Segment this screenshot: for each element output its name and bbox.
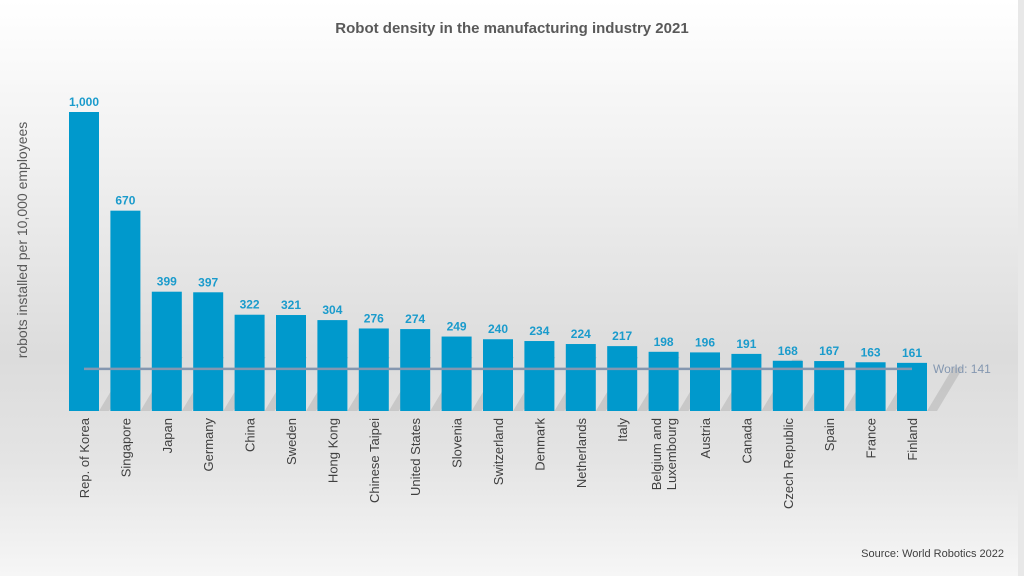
data-label: 167 xyxy=(819,344,839,358)
bar-italy xyxy=(607,346,638,411)
x-tick-label: Denmark xyxy=(532,418,547,471)
data-label: 198 xyxy=(654,335,674,349)
data-label: 322 xyxy=(240,298,260,312)
bar-slovenia xyxy=(441,336,472,411)
bar-shadow xyxy=(927,367,963,411)
x-tick-label: Finland xyxy=(905,418,920,461)
x-tick-label: United States xyxy=(408,418,423,497)
bar-sweden xyxy=(276,315,306,411)
x-tick-label: Canada xyxy=(739,417,754,463)
x-tick-label: Belgium andLuxembourg xyxy=(649,418,679,490)
data-label: 274 xyxy=(405,312,425,326)
x-tick-label: Austria xyxy=(698,417,713,458)
x-tick-label: Germany xyxy=(201,418,216,472)
x-tick-label: Singapore xyxy=(118,418,133,477)
x-tick-label: Italy xyxy=(615,418,630,442)
bar-france xyxy=(855,362,886,411)
data-label: 168 xyxy=(778,344,798,358)
bar-rep-of-korea xyxy=(69,112,99,411)
x-tick-label: Switzerland xyxy=(491,418,506,485)
data-label: 191 xyxy=(736,337,756,351)
data-label: 1,000 xyxy=(69,95,99,109)
bar-belgium-and-luxembourg xyxy=(648,351,679,411)
x-tick-label: Netherlands xyxy=(574,418,589,489)
bar-switzerland xyxy=(483,339,513,411)
source-note: Source: World Robotics 2022 xyxy=(861,548,1004,560)
data-label: 304 xyxy=(322,303,342,317)
bar-singapore xyxy=(110,210,141,411)
x-tick-label: Japan xyxy=(160,418,175,453)
data-label: 161 xyxy=(902,346,922,360)
x-tick-label: Slovenia xyxy=(450,417,465,468)
data-label: 224 xyxy=(571,327,591,341)
bar-denmark xyxy=(524,341,555,411)
x-tick-label: Hong Kong xyxy=(325,418,340,483)
data-label: 397 xyxy=(198,275,218,289)
x-tick-label: Sweden xyxy=(284,418,299,465)
bar-germany xyxy=(193,292,224,411)
frame-edge xyxy=(1018,0,1024,576)
world-average-label: World: 141 xyxy=(933,362,991,376)
data-label: 196 xyxy=(695,335,715,349)
bar-netherlands xyxy=(565,344,596,411)
x-tick-label: Spain xyxy=(822,418,837,451)
x-tick-label: France xyxy=(864,418,879,458)
chart-title: Robot density in the manufacturing indus… xyxy=(335,20,689,37)
x-tick-label: Czech Republic xyxy=(781,418,796,510)
data-label: 670 xyxy=(115,194,135,208)
data-label: 321 xyxy=(281,298,301,312)
x-tick-label: Chinese Taipei xyxy=(367,418,382,503)
data-label: 249 xyxy=(447,320,467,334)
data-label: 234 xyxy=(529,324,549,338)
x-tick-label: China xyxy=(243,417,258,452)
data-label: 163 xyxy=(861,345,881,359)
bar-hong-kong xyxy=(317,320,348,411)
bar-china xyxy=(234,314,265,411)
data-label: 217 xyxy=(612,329,632,343)
data-label: 276 xyxy=(364,311,384,325)
bar-austria xyxy=(690,352,720,411)
data-label: 240 xyxy=(488,322,508,336)
x-tick-label: Rep. of Korea xyxy=(77,417,92,498)
bar-canada xyxy=(731,353,762,411)
bar-japan xyxy=(151,291,182,411)
bar-finland xyxy=(897,362,927,411)
data-label: 399 xyxy=(157,275,177,289)
